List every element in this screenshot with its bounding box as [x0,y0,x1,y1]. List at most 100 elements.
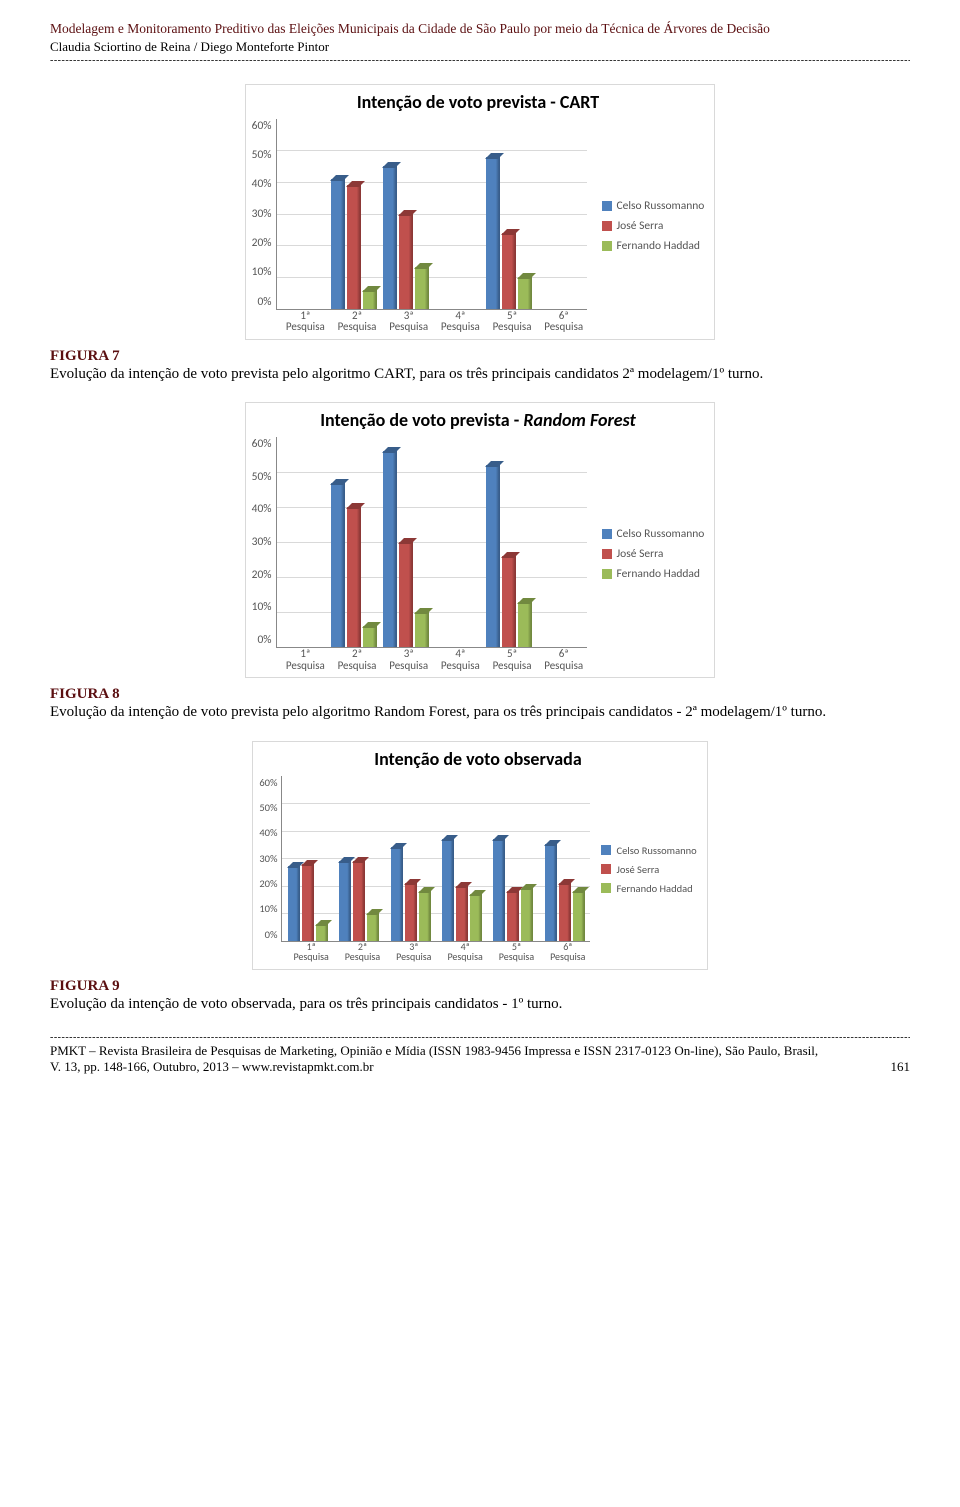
bar [363,626,377,647]
x-axis: 1ªPesquisa2ªPesquisa3ªPesquisa4ªPesquisa… [280,310,590,333]
y-tick-label: 50% [252,148,272,162]
x-tick-label: 3ªPesquisa [383,310,435,333]
bar [302,864,314,941]
x-tick-label: 5ªPesquisa [486,648,538,671]
chart-cart: Intenção de voto prevista - CART 60%50%4… [245,84,716,340]
bar [405,883,417,941]
x-axis: 1ªPesquisa2ªPesquisa3ªPesquisa4ªPesquisa… [280,648,590,671]
legend-label: Fernando Haddad [617,567,700,581]
bar-group [380,119,432,309]
y-tick-label: 0% [257,295,271,309]
bar [399,214,413,309]
legend-label: José Serra [617,547,664,561]
legend-label: José Serra [617,219,664,233]
footer-separator: ----------------------------------------… [50,1032,910,1043]
chart-observed: Intenção de voto observada 60%50%40%30%2… [252,741,707,970]
y-tick-label: 30% [252,535,272,549]
bar [521,888,533,940]
figure-label: FIGURA 8 [50,686,910,703]
bar [502,556,516,647]
bar-group [334,776,385,941]
x-tick-label: 4ªPesquisa [435,648,487,671]
legend-item: Celso Russomanno [602,199,705,213]
bar [518,602,532,648]
bar [331,483,345,648]
x-tick-label: 2ªPesquisa [331,310,383,333]
y-axis: 60%50%40%30%20%10%0% [252,437,276,647]
bar [456,886,468,941]
y-tick-label: 10% [259,902,277,915]
bar [486,157,500,309]
legend-swatch [602,241,612,251]
bar [339,861,351,941]
plot-area [276,437,587,648]
x-tick-label: 3ªPesquisa [388,942,439,963]
y-tick-label: 60% [252,437,272,451]
legend-label: Celso Russomanno [616,844,696,857]
x-axis: 1ªPesquisa2ªPesquisa3ªPesquisa4ªPesquisa… [285,942,593,963]
y-tick-label: 40% [259,826,277,839]
y-axis: 60%50%40%30%20%10%0% [252,119,276,309]
page-header-title: Modelagem e Monitoramento Preditivo das … [50,20,910,38]
page-header-authors: Claudia Sciortino de Reina / Diego Monte… [50,39,910,55]
bar [415,267,429,308]
y-tick-label: 30% [252,207,272,221]
y-tick-label: 0% [265,928,278,941]
legend-label: Celso Russomanno [617,527,705,541]
bar [347,507,361,647]
plot-area [281,776,590,942]
x-tick-label: 4ªPesquisa [439,942,490,963]
bar [353,861,365,941]
footer-line2-left: V. 13, pp. 148-166, Outubro, 2013 – www.… [50,1059,374,1075]
bar-group [277,119,329,309]
bar-group [328,437,380,647]
x-tick-label: 2ªPesquisa [337,942,388,963]
bar [331,179,345,309]
bar-group [380,437,432,647]
legend: Celso Russomanno José Serra Fernando Hadda… [602,527,705,581]
bar-group [535,119,587,309]
plot-area [276,119,587,310]
y-tick-label: 20% [259,877,277,890]
legend-swatch [602,201,612,211]
bar [518,277,532,309]
legend-item: Fernando Haddad [602,239,705,253]
chart-random-forest: Intenção de voto prevista - Random Fores… [245,402,716,678]
bar [399,542,413,647]
legend-item: Fernando Haddad [602,567,705,581]
x-tick-label: 6ªPesquisa [542,942,593,963]
legend: Celso Russomanno José Serra Fernando Hadda… [602,199,705,253]
legend-label: Celso Russomanno [617,199,705,213]
bar-group [282,776,333,941]
legend-swatch [602,549,612,559]
legend-swatch [601,845,611,855]
chart-title: Intenção de voto prevista - CART [252,91,705,113]
bar [573,891,585,941]
legend-item: Celso Russomanno [601,844,696,857]
y-tick-label: 10% [252,265,272,279]
y-tick-label: 40% [252,502,272,516]
legend-swatch [602,529,612,539]
legend-label: Fernando Haddad [616,882,692,895]
bar [288,866,300,940]
bar [507,891,519,941]
bar-group [385,776,436,941]
bar [347,185,361,309]
legend-swatch [602,569,612,579]
bar-group [436,776,487,941]
header-separator: ----------------------------------------… [50,55,910,66]
bar [545,844,557,940]
footer-line1: PMKT – Revista Brasileira de Pesquisas d… [50,1043,910,1059]
bar [367,913,379,941]
y-tick-label: 60% [252,119,272,133]
legend-swatch [601,883,611,893]
y-tick-label: 20% [252,568,272,582]
legend-item: José Serra [602,219,705,233]
page-footer: ----------------------------------------… [50,1032,910,1076]
bar-group [432,437,484,647]
bar [363,290,377,309]
y-tick-label: 50% [259,801,277,814]
bar-group [539,776,590,941]
bar [502,233,516,309]
bar [486,465,500,647]
